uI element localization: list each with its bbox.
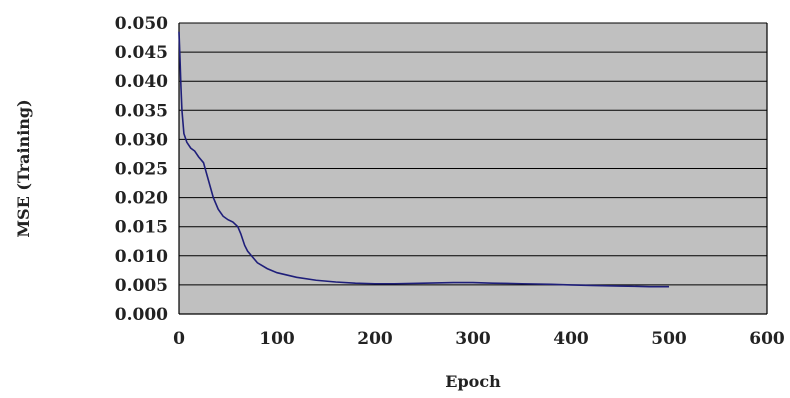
y-tick-label: 0.015: [115, 218, 168, 238]
x-tick-label: 100: [259, 329, 295, 349]
gridlines: [179, 22, 767, 315]
x-tick-label: 0: [173, 329, 185, 349]
x-tick-label: 200: [357, 329, 393, 349]
y-tick-label: 0.035: [115, 101, 168, 121]
axes: [178, 23, 768, 315]
y-tick-label: 0.000: [115, 305, 168, 325]
y-tick-label: 0.040: [115, 72, 168, 92]
y-tick-labels: 0.000 0.005 0.010 0.015 0.020 0.025 0.030 0.035…: [115, 14, 168, 325]
y-tick-label: 0.020: [115, 189, 168, 209]
x-tick-label: 300: [455, 329, 491, 349]
x-tick-label: 400: [553, 329, 589, 349]
x-axis-title: Epoch: [445, 372, 501, 391]
y-tick-label: 0.005: [115, 276, 168, 296]
series-line: [178, 31, 669, 288]
y-tick-label: 0.045: [115, 43, 168, 63]
y-tick-label: 0.010: [115, 247, 168, 267]
x-tick-labels: 0 100 200 300 400 500 600: [173, 329, 785, 349]
x-tick-label: 600: [749, 329, 785, 349]
x-tick-label: 500: [651, 329, 687, 349]
y-tick-label: 0.030: [115, 130, 168, 150]
y-tick-label: 0.025: [115, 160, 168, 180]
y-axis-title: MSE (Training): [14, 99, 33, 237]
y-tick-label: 0.050: [115, 14, 168, 34]
